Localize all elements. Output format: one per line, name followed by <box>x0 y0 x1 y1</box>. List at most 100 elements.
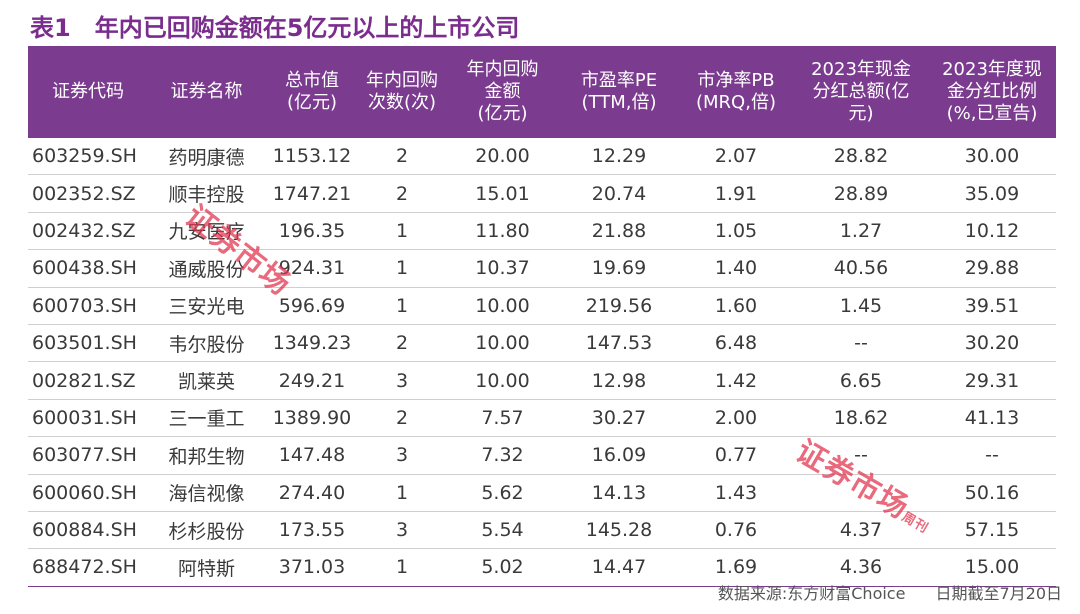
table-cell: 1 <box>359 474 445 512</box>
table-cell: 1.40 <box>678 249 794 288</box>
table-row: 002432.SZ 九安医疗 196.35 1 11.80 21.88 1.05 1.27 10… <box>28 212 1056 251</box>
table-cell: 39.51 <box>928 287 1056 325</box>
table-row: 688472.SH 阿特斯 371.03 1 5.02 14.47 1.69 4.36 15.0… <box>28 548 1056 587</box>
table-cell: 219.56 <box>560 287 678 325</box>
table-cell: 18.62 <box>794 399 928 438</box>
table-cell: 147.53 <box>560 324 678 363</box>
table-cell: 30.20 <box>928 324 1056 363</box>
table-cell <box>794 474 928 512</box>
table-cell: 7.32 <box>445 436 560 475</box>
table-cell: 20.00 <box>445 138 560 176</box>
header-row: 证券代码 证券名称 总市值 (亿元) 年内回购 次数(次) 年内回购 金额 (亿元) 市盈… <box>28 46 1056 138</box>
table-cell: 14.47 <box>560 548 678 587</box>
table-cell: -- <box>794 324 928 363</box>
security-code-cell: 603259.SH <box>28 138 148 176</box>
table-row: 603077.SH 和邦生物 147.48 3 7.32 16.09 0.77 -- -- <box>28 436 1056 475</box>
table-cell: 147.48 <box>265 436 359 475</box>
table-cell: 7.57 <box>445 399 560 438</box>
table-cell: 30.27 <box>560 399 678 438</box>
table-cell: 6.48 <box>678 324 794 363</box>
table-cell: 3 <box>359 511 445 550</box>
table-cell: 29.31 <box>928 361 1056 400</box>
table-cell: 19.69 <box>560 249 678 288</box>
table-cell: 0.77 <box>678 436 794 475</box>
table-cell: 11.80 <box>445 212 560 251</box>
column-header: 年内回购 次数(次) <box>359 46 445 138</box>
table-cell: 1349.23 <box>265 324 359 363</box>
table-title: 表1 年内已回购金额在5亿元以上的上市公司 <box>30 8 519 43</box>
table-cell: 12.29 <box>560 138 678 176</box>
table-cell: 196.35 <box>265 212 359 251</box>
table-cell: 10.00 <box>445 361 560 400</box>
table-cell: 1153.12 <box>265 138 359 176</box>
table-row: 002352.SZ 顺丰控股 1747.21 2 15.01 20.74 1.91 28.89… <box>28 174 1056 213</box>
table-cell: 10.00 <box>445 324 560 363</box>
security-name-cell: 阿特斯 <box>148 548 265 587</box>
table-row: 600884.SH 杉杉股份 173.55 3 5.54 145.28 0.76 4.37 57… <box>28 511 1056 550</box>
security-name-cell: 三安光电 <box>148 287 265 325</box>
table-cell: 249.21 <box>265 361 359 400</box>
table-cell: 924.31 <box>265 249 359 288</box>
security-code-cell: 002352.SZ <box>28 174 148 213</box>
column-header: 总市值 (亿元) <box>265 46 359 138</box>
security-code-cell: 688472.SH <box>28 548 148 587</box>
table-cell: 20.74 <box>560 174 678 213</box>
table-cell: 1 <box>359 287 445 325</box>
column-header: 市净率PB (MRQ,倍) <box>678 46 794 138</box>
column-header: 证券名称 <box>148 46 265 138</box>
table-cell: 15.01 <box>445 174 560 213</box>
table-cell: 1 <box>359 548 445 587</box>
data-date: 日期截至7月20日 <box>935 584 1062 603</box>
table-cell: 40.56 <box>794 249 928 288</box>
table-cell: 29.88 <box>928 249 1056 288</box>
table-cell: 15.00 <box>928 548 1056 587</box>
table-row: 603259.SH 药明康德 1153.12 2 20.00 12.29 2.07 28.82… <box>28 138 1056 176</box>
table-cell: 2.07 <box>678 138 794 176</box>
security-code-cell: 603077.SH <box>28 436 148 475</box>
table-cell: 6.65 <box>794 361 928 400</box>
buyback-table: 证券代码 证券名称 总市值 (亿元) 年内回购 次数(次) 年内回购 金额 (亿元) 市盈… <box>28 46 1056 587</box>
table-cell: 30.00 <box>928 138 1056 176</box>
table-cell: 3 <box>359 436 445 475</box>
table-cell: 1.91 <box>678 174 794 213</box>
security-name-cell: 三一重工 <box>148 399 265 438</box>
security-name-cell: 通威股份 <box>148 249 265 288</box>
table-cell: -- <box>928 436 1056 475</box>
table-cell: 5.54 <box>445 511 560 550</box>
security-name-cell: 药明康德 <box>148 138 265 176</box>
table-cell: 41.13 <box>928 399 1056 438</box>
table-cell: 3 <box>359 361 445 400</box>
table-cell: 0.76 <box>678 511 794 550</box>
table-cell: -- <box>794 436 928 475</box>
column-header: 年内回购 金额 (亿元) <box>445 46 560 138</box>
table-cell: 2 <box>359 138 445 176</box>
table-cell: 2 <box>359 174 445 213</box>
table-cell: 1389.90 <box>265 399 359 438</box>
table-row: 600031.SH 三一重工 1389.90 2 7.57 30.27 2.00 18.62 4… <box>28 399 1056 438</box>
table-row: 600438.SH 通威股份 924.31 1 10.37 19.69 1.40 40.56 2… <box>28 249 1056 288</box>
table-cell: 145.28 <box>560 511 678 550</box>
security-name-cell: 九安医疗 <box>148 212 265 251</box>
table-row: 600703.SH 三安光电 596.69 1 10.00 219.56 1.60 1.45 3… <box>28 287 1056 325</box>
table-cell: 1.05 <box>678 212 794 251</box>
table-cell: 4.36 <box>794 548 928 587</box>
table-cell: 4.37 <box>794 511 928 550</box>
column-header: 2023年现金 分红总额(亿 元) <box>794 46 928 138</box>
security-code-cell: 600438.SH <box>28 249 148 288</box>
table-cell: 274.40 <box>265 474 359 512</box>
table-cell: 21.88 <box>560 212 678 251</box>
table-cell: 35.09 <box>928 174 1056 213</box>
table-cell: 5.02 <box>445 548 560 587</box>
table-cell: 1 <box>359 212 445 251</box>
security-code-cell: 002432.SZ <box>28 212 148 251</box>
table-cell: 57.15 <box>928 511 1056 550</box>
security-code-cell: 603501.SH <box>28 324 148 363</box>
table-cell: 28.89 <box>794 174 928 213</box>
security-code-cell: 002821.SZ <box>28 361 148 400</box>
table-cell: 16.09 <box>560 436 678 475</box>
table-cell: 1.42 <box>678 361 794 400</box>
security-name-cell: 凯莱英 <box>148 361 265 400</box>
column-header: 市盈率PE (TTM,倍) <box>560 46 678 138</box>
table-cell: 14.13 <box>560 474 678 512</box>
table-cell: 1 <box>359 249 445 288</box>
